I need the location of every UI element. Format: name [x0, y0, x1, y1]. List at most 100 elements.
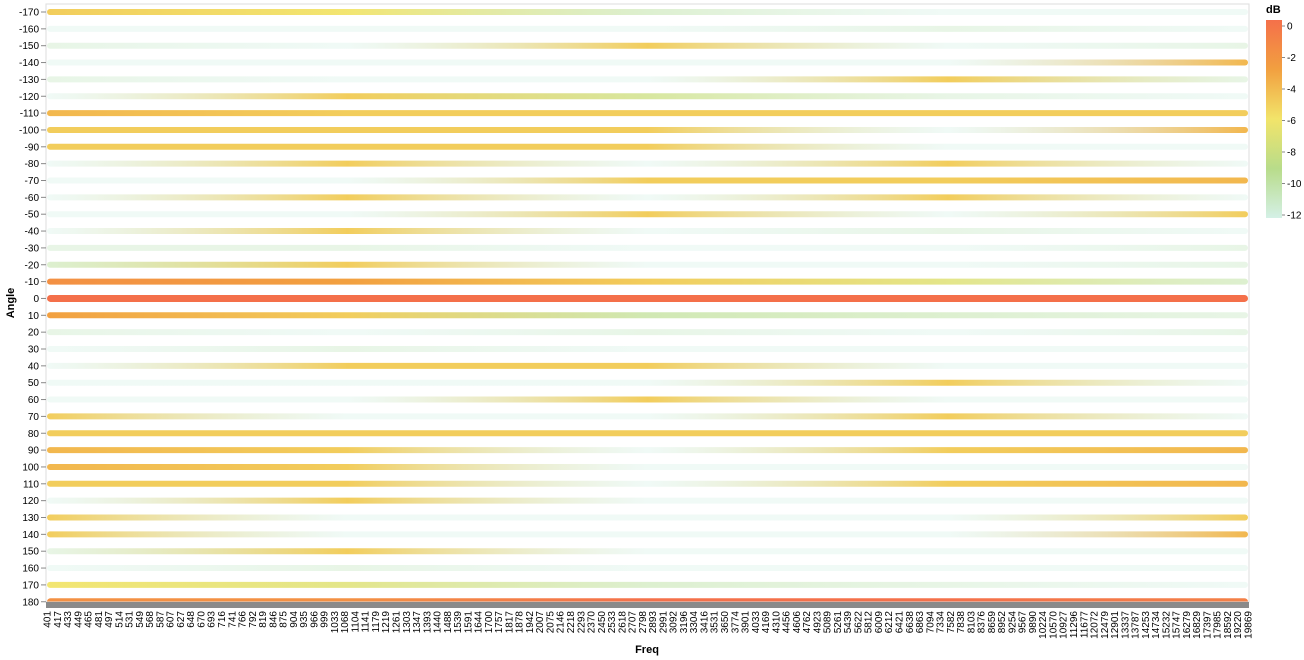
heatmap-row-150 — [47, 548, 1248, 555]
heatmap-row-160 — [47, 565, 1248, 572]
heatmap-row-30 — [47, 346, 1248, 352]
y-tick-label: 80 — [28, 429, 40, 440]
heatmap-row--140 — [47, 59, 1248, 66]
x-tick-label: 4762 — [802, 611, 813, 634]
x-tick-label: 2293 — [576, 611, 587, 634]
x-tick-label: 693 — [207, 611, 218, 628]
legend-tick-label: -4 — [1287, 85, 1296, 96]
x-tick-label: 1700 — [484, 611, 495, 634]
x-tick-label: 2893 — [648, 611, 659, 634]
x-tick-label: 15232 — [1161, 611, 1172, 639]
y-tick-label: -90 — [25, 142, 40, 153]
heatmap-row-110 — [47, 480, 1248, 487]
heatmap-row--30 — [47, 244, 1248, 251]
x-tick-label: 449 — [73, 611, 84, 628]
x-tick-label: 3774 — [730, 611, 741, 634]
x-tick-label: 568 — [145, 611, 156, 628]
x-tick-label: 16829 — [1192, 611, 1203, 639]
y-tick-label: 50 — [28, 378, 40, 389]
heatmap-row--170 — [47, 9, 1248, 15]
x-tick-label: 3092 — [669, 611, 680, 634]
x-tick-label: 3650 — [720, 611, 731, 634]
x-tick-label: 6863 — [915, 611, 926, 634]
x-tick-label: 16279 — [1182, 611, 1193, 639]
x-tick-label: 5261 — [833, 611, 844, 634]
x-tick-label: 5439 — [843, 611, 854, 634]
x-tick-label: 1347 — [412, 611, 423, 634]
y-tick-label: 120 — [22, 496, 39, 507]
heatmap-row-0 — [47, 294, 1248, 302]
x-tick-label: 875 — [279, 611, 290, 628]
heatmap-row-120 — [47, 497, 1248, 504]
y-tick-label: 160 — [22, 564, 39, 575]
x-tick-label: 5089 — [823, 611, 834, 634]
y-tick-label: -30 — [25, 243, 40, 254]
x-tick-label: 14734 — [1151, 611, 1162, 639]
heatmap-row-40 — [47, 362, 1248, 369]
x-tick-label: 17985 — [1213, 611, 1224, 639]
x-tick-label: 1488 — [443, 611, 454, 634]
x-tick-label: 7582 — [946, 611, 957, 634]
x-tick-label: 1440 — [433, 611, 444, 634]
legend-gradient — [1266, 20, 1282, 218]
x-tick-label: 13337 — [1120, 611, 1131, 639]
legend-tick-label: -2 — [1287, 53, 1296, 64]
x-axis: 401 417 433 449 465 481 497 514 531 549 568 587 607 6… — [43, 602, 1255, 639]
y-tick-label: -40 — [25, 227, 40, 238]
x-tick-label: 11677 — [1079, 611, 1090, 639]
x-tick-label: 417 — [53, 611, 64, 628]
heatmap-row--70 — [47, 177, 1248, 184]
heatmap-row--120 — [47, 93, 1248, 100]
x-tick-label: 1817 — [504, 611, 515, 634]
x-tick-label: 8952 — [997, 611, 1008, 634]
x-tick-label: 11296 — [1069, 611, 1080, 639]
x-tick-label: 433 — [63, 611, 74, 628]
y-tick-label: 150 — [22, 547, 39, 558]
x-tick-label: 1219 — [381, 611, 392, 634]
heatmap-row-130 — [47, 514, 1248, 521]
y-tick-label: -10 — [25, 277, 40, 288]
x-tick-label: 1539 — [453, 611, 464, 634]
y-tick-label: 10 — [28, 311, 40, 322]
y-tick-label: -160 — [19, 24, 39, 35]
x-tick-label: 15747 — [1172, 611, 1183, 639]
y-tick-label: -70 — [25, 176, 40, 187]
x-tick-label: 1068 — [340, 611, 351, 634]
y-tick-label: 100 — [22, 462, 39, 473]
x-tick-label: 1303 — [402, 611, 413, 634]
x-tick-label: 999 — [320, 611, 331, 628]
legend-tick-label: -12 — [1287, 211, 1302, 222]
y-tick-label: 40 — [28, 361, 40, 372]
x-tick-label: 2007 — [535, 611, 546, 634]
x-tick-label: 1942 — [525, 611, 536, 634]
heatmap-row-80 — [47, 430, 1248, 437]
x-tick-label: 465 — [84, 611, 95, 628]
x-tick-label: 7334 — [936, 611, 947, 634]
x-tick-label: 966 — [309, 611, 320, 628]
y-tick-label: -50 — [25, 210, 40, 221]
x-tick-label: 587 — [155, 611, 166, 628]
heatmap-row-10 — [47, 312, 1248, 319]
x-tick-label: 4033 — [751, 611, 762, 634]
x-tick-label: 5622 — [853, 611, 864, 634]
x-tick-label: 19220 — [1233, 611, 1244, 639]
y-tick-label: -170 — [19, 8, 39, 19]
y-tick-label: -20 — [25, 260, 40, 271]
x-tick-label: 13787 — [1131, 611, 1142, 639]
x-tick-label: 1644 — [474, 611, 485, 634]
x-tick-label: 1179 — [371, 611, 382, 633]
y-tick-label: -140 — [19, 58, 39, 69]
x-tick-label: 2618 — [617, 611, 628, 634]
x-tick-label: 18592 — [1223, 611, 1234, 639]
legend-tick-label: -10 — [1287, 179, 1302, 190]
x-tick-label: 2075 — [545, 611, 556, 634]
x-tick-label: 7094 — [925, 611, 936, 634]
heatmap-row--130 — [47, 76, 1248, 83]
color-legend: dB 0 -2 -4 -6 -8 -10 -12 — [1266, 4, 1302, 222]
y-tick-label: 170 — [22, 580, 39, 591]
x-tick-label: 1033 — [330, 611, 341, 634]
x-tick-label: 3416 — [699, 611, 710, 634]
x-tick-label: 6421 — [894, 611, 905, 634]
x-tick-label: 10927 — [1059, 611, 1070, 639]
x-tick-label: 2218 — [566, 611, 577, 634]
